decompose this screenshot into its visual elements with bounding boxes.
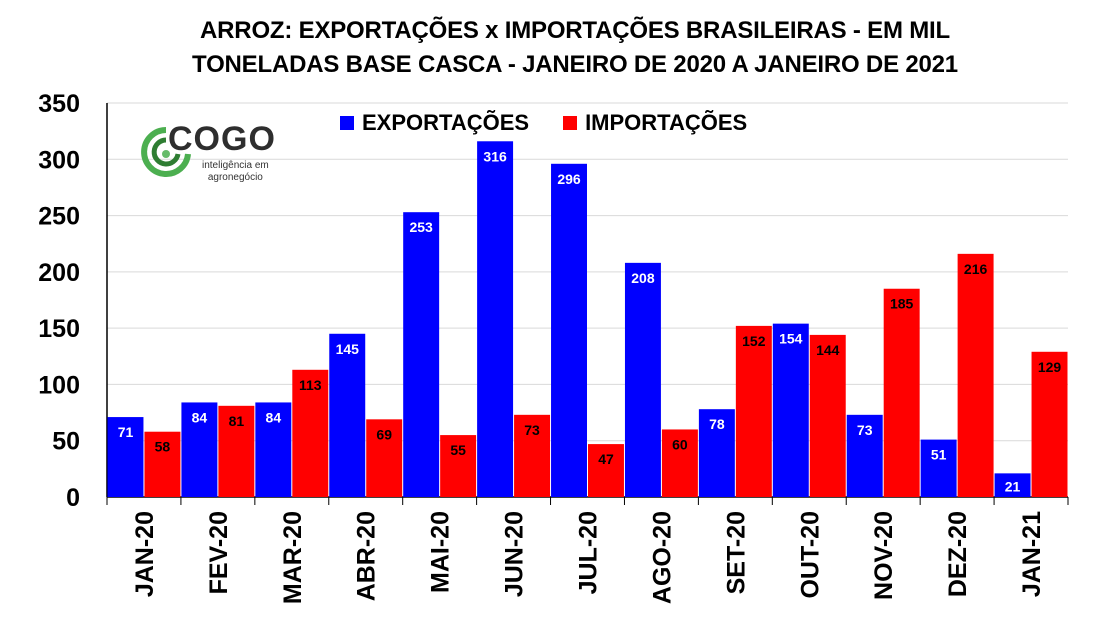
logo-tagline: inteligência em agronegócio <box>202 160 269 184</box>
bar-importacoes <box>735 325 772 497</box>
bar-importacoes <box>292 369 329 497</box>
bar-exportacoes <box>994 473 1031 497</box>
x-tick-label: JAN-20 <box>131 511 159 597</box>
chart-title-line2: TONELADAS BASE CASCA - JANEIRO DE 2020 A… <box>192 51 958 78</box>
legend-item-exportacoes: EXPORTAÇÕES <box>340 110 529 136</box>
bar-exportacoes <box>181 402 218 497</box>
data-label-exportacoes: 84 <box>192 409 208 425</box>
bar-importacoes <box>809 334 846 497</box>
bar-exportacoes <box>329 333 366 497</box>
logo-tagline-line2: agronegócio <box>207 172 263 183</box>
legend-item-importacoes: IMPORTAÇÕES <box>563 110 747 136</box>
x-tick-label: DEZ-20 <box>944 511 972 597</box>
cogo-logo: COGO inteligência em agronegócio <box>136 120 296 192</box>
bar-exportacoes <box>403 212 440 498</box>
y-tick-label: 50 <box>52 428 80 456</box>
x-tick-label: NOV-20 <box>870 511 898 600</box>
x-tick-label: MAI-20 <box>427 511 455 593</box>
x-tick-label: OUT-20 <box>796 511 824 599</box>
bar-importacoes <box>883 288 920 497</box>
data-label-importacoes: 69 <box>376 426 392 442</box>
bar-importacoes <box>661 429 698 497</box>
y-tick-label: 250 <box>38 203 80 231</box>
data-label-exportacoes: 51 <box>931 447 947 463</box>
x-tick-label: MAR-20 <box>279 511 307 604</box>
x-tick-label: JUL-20 <box>575 511 603 594</box>
bar-importacoes <box>440 435 477 497</box>
data-label-importacoes: 55 <box>450 442 466 458</box>
chart-title-line1: ARROZ: EXPORTAÇÕES x IMPORTAÇÕES BRASILE… <box>200 17 950 44</box>
data-label-exportacoes: 84 <box>266 409 282 425</box>
bar-exportacoes <box>107 417 144 497</box>
x-tick-label: ABR-20 <box>353 511 381 601</box>
x-tick-label: FEV-20 <box>205 511 233 594</box>
y-tick-label: 100 <box>38 371 80 399</box>
bar-exportacoes <box>846 414 883 497</box>
x-tick-label: JUN-20 <box>501 511 529 597</box>
bar-exportacoes <box>624 262 661 497</box>
data-label-importacoes: 129 <box>1038 359 1062 375</box>
data-label-importacoes: 58 <box>155 439 171 455</box>
cogo-logo-icon <box>141 127 191 177</box>
bar-exportacoes <box>477 141 514 497</box>
bar-importacoes <box>514 414 551 497</box>
data-label-exportacoes: 208 <box>631 270 655 286</box>
x-tick-label: SET-20 <box>722 511 750 594</box>
bar-importacoes <box>366 419 403 497</box>
legend-swatch-importacoes <box>563 116 578 130</box>
chart-title: ARROZ: EXPORTAÇÕES x IMPORTAÇÕES BRASILE… <box>0 14 1118 82</box>
data-label-importacoes: 152 <box>742 333 766 349</box>
data-label-importacoes: 47 <box>598 451 614 467</box>
data-label-importacoes: 185 <box>890 296 914 312</box>
bar-importacoes <box>144 431 181 497</box>
bar-importacoes <box>218 405 255 497</box>
bar-importacoes <box>957 253 994 497</box>
data-label-importacoes: 60 <box>672 436 688 452</box>
bar-exportacoes <box>920 439 957 497</box>
data-label-exportacoes: 296 <box>557 171 581 187</box>
x-tick-label: AGO-20 <box>648 511 676 604</box>
legend-label-exportacoes: EXPORTAÇÕES <box>362 110 530 135</box>
legend-label-importacoes: IMPORTAÇÕES <box>585 110 748 135</box>
y-tick-label: 300 <box>38 146 80 174</box>
logo-tagline-line1: inteligência em <box>202 160 269 171</box>
y-tick-label: 0 <box>66 484 80 512</box>
legend-swatch-exportacoes <box>340 116 354 130</box>
data-label-exportacoes: 71 <box>118 424 134 440</box>
data-label-importacoes: 73 <box>524 422 540 438</box>
data-label-exportacoes: 253 <box>409 219 433 235</box>
chart-legend: EXPORTAÇÕES IMPORTAÇÕES <box>340 110 781 136</box>
y-tick-label: 350 <box>38 90 80 118</box>
bar-exportacoes <box>255 402 292 497</box>
bar-importacoes <box>1031 351 1068 497</box>
bar-exportacoes <box>551 163 587 497</box>
data-label-importacoes: 113 <box>299 377 322 393</box>
data-label-importacoes: 81 <box>229 413 245 429</box>
data-label-importacoes: 216 <box>964 261 988 277</box>
bar-exportacoes <box>698 409 735 497</box>
data-label-exportacoes: 316 <box>483 148 507 164</box>
data-label-exportacoes: 145 <box>336 341 360 357</box>
data-label-exportacoes: 78 <box>709 416 725 432</box>
bar-importacoes <box>588 444 624 497</box>
y-tick-label: 150 <box>38 315 80 343</box>
bar-exportacoes <box>772 323 809 497</box>
x-tick-label: JAN-21 <box>1018 511 1046 597</box>
data-label-importacoes: 144 <box>816 342 840 358</box>
data-label-exportacoes: 154 <box>779 331 803 347</box>
data-label-exportacoes: 73 <box>857 422 873 438</box>
y-tick-label: 200 <box>38 259 80 287</box>
logo-name: COGO <box>168 120 276 158</box>
data-label-exportacoes: 21 <box>1005 478 1021 494</box>
